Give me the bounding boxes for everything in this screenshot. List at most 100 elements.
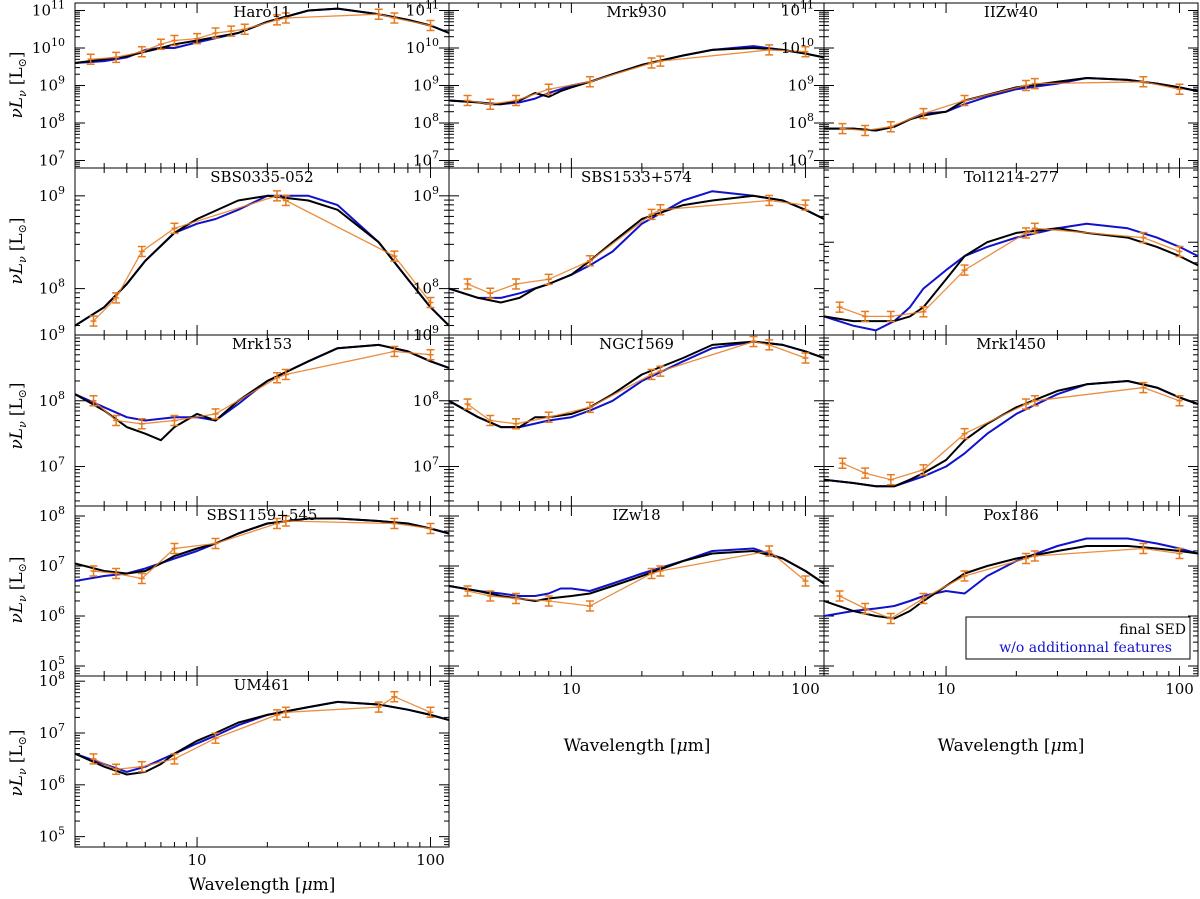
observed-spectrum bbox=[93, 695, 431, 770]
panel-tol1214-277: Tol1214-277 bbox=[823, 167, 1199, 336]
final-sed-line bbox=[824, 380, 1198, 488]
y-axis-label-row1: νLν[L⊙] bbox=[7, 51, 29, 118]
plot-area bbox=[75, 190, 449, 327]
y-tick-label: 1011 bbox=[32, 0, 65, 20]
x-tick-label: 10 bbox=[188, 851, 207, 869]
panel-frame bbox=[74, 675, 450, 848]
panel-sbs1159+545: 105 106 107 108 SBS1159+545 bbox=[39, 504, 450, 677]
x-tick-label: 10 bbox=[562, 680, 581, 698]
panel-frame bbox=[448, 334, 825, 507]
final-sed-line bbox=[75, 517, 449, 575]
svg-text:νLν[L⊙]: νLν[L⊙] bbox=[7, 217, 29, 284]
x-tick-label: 100 bbox=[1165, 680, 1194, 698]
plot-area bbox=[824, 222, 1198, 332]
panel-title: Pox186 bbox=[983, 506, 1039, 524]
y-tick-label: 109 bbox=[39, 323, 65, 344]
final-sed-line bbox=[75, 194, 449, 327]
panel-title: Haro11 bbox=[233, 3, 290, 21]
final-sed-line bbox=[75, 7, 449, 64]
plot-area bbox=[824, 380, 1198, 488]
observed-spectrum bbox=[93, 195, 432, 322]
final-sed-line bbox=[824, 545, 1198, 620]
panel-frame bbox=[448, 167, 825, 336]
observed-spectrum bbox=[93, 520, 431, 580]
panel-pox186: 10 100 Pox186 bbox=[823, 505, 1199, 698]
final-sed-line bbox=[449, 194, 824, 304]
y-tick-label: 107 bbox=[413, 149, 439, 170]
observed-spectrum bbox=[839, 547, 1180, 620]
panel-sbs1533+574: 108 109 SBS1533+574 bbox=[413, 167, 825, 336]
y-tick-label: 108 bbox=[39, 504, 65, 525]
final-sed-line bbox=[75, 343, 449, 442]
panel-frame bbox=[823, 2, 1199, 169]
no-features-line bbox=[449, 190, 824, 299]
y-tick-label: 105 bbox=[39, 825, 65, 846]
panel-title: UM461 bbox=[234, 676, 291, 694]
panel-iizw40: 107 108 109 1010 1011 IIZw40 bbox=[781, 0, 1199, 170]
legend-box bbox=[965, 616, 1191, 660]
observed-spectrum bbox=[467, 340, 806, 425]
x-tick-label: 10 bbox=[937, 680, 956, 698]
y-tick-label: 106 bbox=[39, 773, 65, 794]
panel-frame bbox=[74, 505, 450, 677]
panel-mrk1450: Mrk1450 bbox=[823, 334, 1199, 507]
plot-area bbox=[449, 335, 824, 430]
y-tick-label: 108 bbox=[788, 111, 814, 132]
y-tick-label: 1010 bbox=[406, 36, 439, 57]
panel-title: NGC1569 bbox=[599, 335, 674, 353]
y-tick-label: 107 bbox=[39, 554, 65, 575]
no-features-line bbox=[824, 222, 1198, 332]
panel-frame bbox=[823, 167, 1199, 336]
panel-title: Tol1214-277 bbox=[964, 168, 1059, 186]
x-tick-label: 100 bbox=[791, 680, 820, 698]
plot-area bbox=[75, 343, 449, 442]
svg-text:νLν[L⊙]: νLν[L⊙] bbox=[7, 556, 29, 623]
y-tick-label: 1011 bbox=[406, 0, 439, 20]
observed-spectrum bbox=[842, 386, 1180, 481]
panel-title: IIZw40 bbox=[984, 3, 1038, 21]
y-tick-label: 1011 bbox=[781, 0, 814, 20]
panel-mrk930: 107 108 109 1010 1011 Mrk930 bbox=[406, 0, 825, 170]
panel-frame bbox=[74, 2, 450, 169]
y-tick-label: 109 bbox=[788, 74, 814, 95]
y-tick-label: 107 bbox=[788, 149, 814, 170]
y-tick-label: 108 bbox=[39, 111, 65, 132]
observed-spectrum bbox=[90, 13, 431, 60]
svg-text:νLν[L⊙]: νLν[L⊙] bbox=[7, 51, 29, 118]
y-tick-label: 105 bbox=[39, 654, 65, 675]
panel-title: Mrk930 bbox=[606, 3, 666, 21]
observed-spectrum bbox=[93, 350, 431, 425]
panel-mrk153: 107 108 109 Mrk153 bbox=[39, 323, 450, 507]
plot-area bbox=[449, 44, 824, 110]
x-axis-label-col1: Wavelength [μm] bbox=[189, 875, 336, 895]
plot-area bbox=[824, 76, 1198, 137]
panel-um461: 105 106 107 108 10 100 UM461 bbox=[39, 669, 450, 869]
final-sed-line bbox=[824, 77, 1198, 132]
y-axis-label-row4: νLν[L⊙] bbox=[7, 556, 29, 623]
panel-frame bbox=[448, 505, 825, 677]
y-axis-label-row3: νLν[L⊙] bbox=[7, 382, 29, 449]
no-features-line bbox=[824, 77, 1198, 132]
legend-without-features: w/o additionnal features bbox=[999, 640, 1172, 656]
panel-frame bbox=[74, 334, 450, 507]
y-axis-label-row5: νLν[L⊙] bbox=[7, 729, 29, 796]
final-sed-line bbox=[449, 47, 824, 106]
panel-izw18: 10 100 IZw18 bbox=[448, 505, 825, 698]
panel-frame bbox=[823, 505, 1199, 677]
no-features-line bbox=[824, 380, 1198, 488]
y-tick-label: 108 bbox=[39, 669, 65, 690]
y-tick-label: 108 bbox=[413, 111, 439, 132]
y-tick-label: 106 bbox=[39, 604, 65, 625]
x-axis-label-col2: Wavelength [μm] bbox=[564, 736, 711, 756]
panel-title: Mrk1450 bbox=[976, 335, 1046, 353]
y-tick-label: 107 bbox=[39, 455, 65, 476]
y-tick-label: 1010 bbox=[32, 36, 65, 57]
plot-area bbox=[75, 690, 449, 776]
y-tick-label: 1010 bbox=[781, 36, 814, 57]
no-features-line bbox=[75, 700, 449, 773]
y-tick-label: 108 bbox=[413, 389, 439, 410]
panel-frame bbox=[448, 2, 825, 169]
y-tick-label: 108 bbox=[39, 389, 65, 410]
svg-text:νLν[L⊙]: νLν[L⊙] bbox=[7, 729, 29, 796]
